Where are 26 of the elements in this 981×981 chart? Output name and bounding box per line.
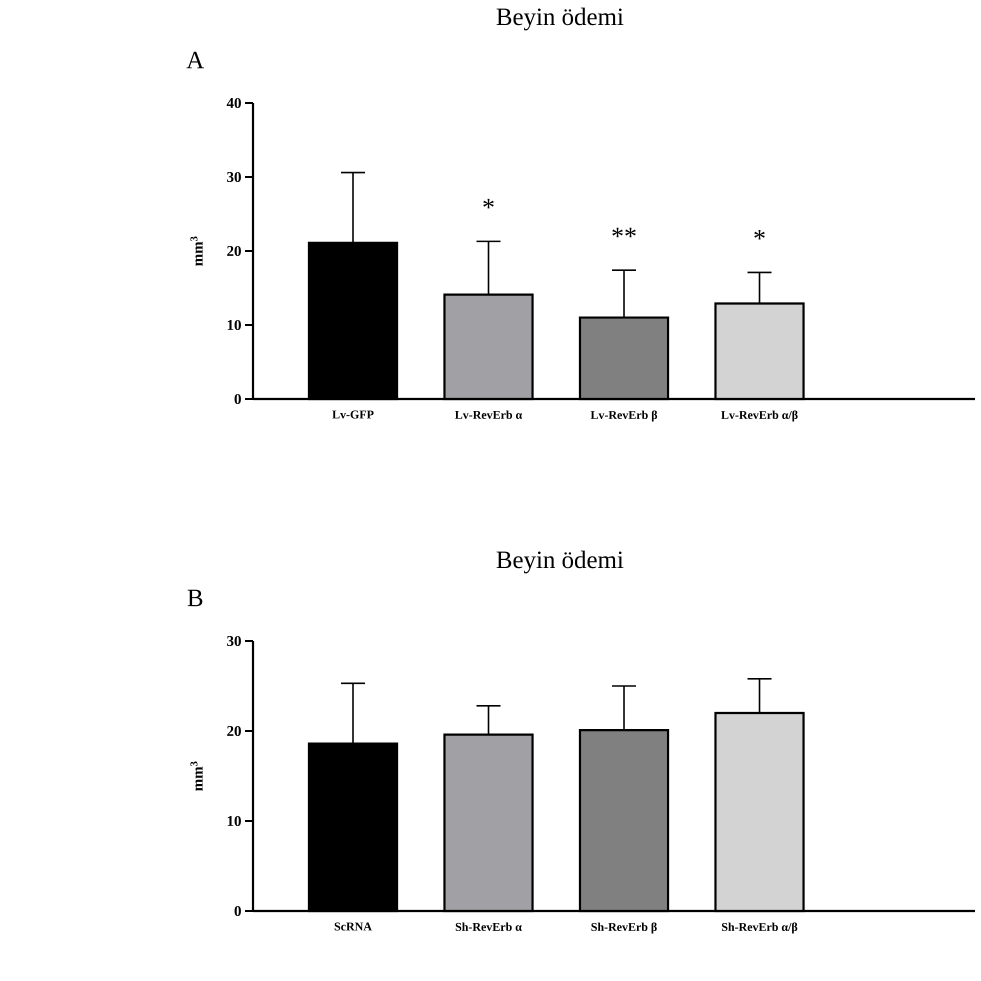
x-tick-label: Sh-RevErb α bbox=[456, 922, 522, 931]
chart-title: Beyin ödemi bbox=[496, 550, 624, 574]
x-tick-label: Lv-RevErb α bbox=[454, 410, 522, 419]
y-tick-label: 0 bbox=[234, 906, 241, 916]
x-tick-label: Lv-RevErb α/β bbox=[721, 410, 798, 422]
y-tick-label: 20 bbox=[227, 726, 241, 736]
y-tick-label: 30 bbox=[227, 636, 241, 646]
x-tick-label: Lv-GFP bbox=[332, 410, 374, 419]
y-tick-label: 40 bbox=[226, 98, 241, 108]
annotation: * bbox=[754, 230, 765, 240]
y-tick-label: 0 bbox=[234, 394, 241, 404]
y-tick-label: 30 bbox=[227, 172, 241, 182]
y-axis-title: mm$^{3}$ bbox=[190, 236, 203, 266]
x-tick-label: Sh-RevErb α/β bbox=[722, 922, 798, 934]
x-tick-label: Lv-RevErb β bbox=[590, 410, 658, 422]
y-tick-label: 20 bbox=[227, 246, 241, 256]
y-tick-label: 10 bbox=[228, 816, 241, 826]
chart-title: Beyin ödemi bbox=[496, 8, 624, 30]
x-tick-label: Sh-RevErb β bbox=[591, 922, 657, 934]
annotation: * bbox=[483, 198, 494, 208]
annotation: ** bbox=[612, 228, 636, 238]
text: A bbox=[186, 52, 204, 68]
y-axis-title: mm$^{3}$ bbox=[190, 762, 203, 791]
x-tick-label: ScRNA bbox=[334, 922, 372, 931]
text: B bbox=[188, 590, 202, 606]
y-tick-label: 10 bbox=[228, 320, 241, 330]
